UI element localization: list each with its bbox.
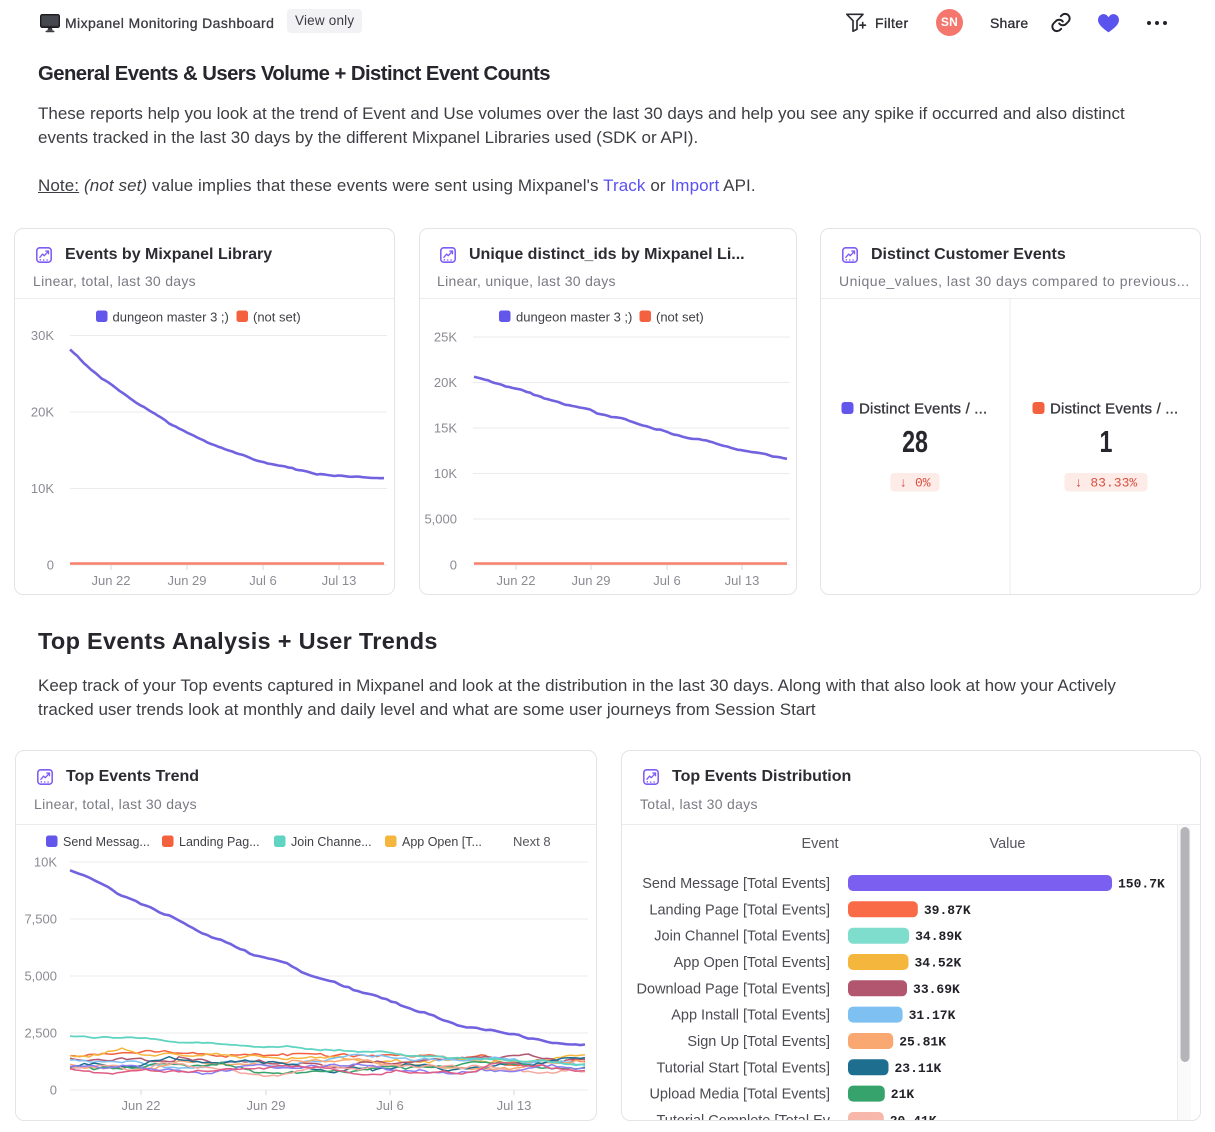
- svg-text:dungeon master 3 ;): dungeon master 3 ;): [516, 310, 632, 325]
- svg-text:Jul 6: Jul 6: [249, 573, 276, 588]
- svg-text:7,500: 7,500: [24, 912, 57, 927]
- svg-text:(not set): (not set): [656, 310, 704, 325]
- svg-text:0: 0: [47, 558, 54, 573]
- svg-text:39.87K: 39.87K: [924, 903, 971, 918]
- svg-text:21K: 21K: [891, 1087, 915, 1102]
- svg-text:Tutorial Complete [Total Ev: Tutorial Complete [Total Ev: [656, 1113, 830, 1129]
- svg-text:(not set): (not set): [253, 310, 301, 325]
- svg-text:31.17K: 31.17K: [909, 1008, 956, 1023]
- svg-text:Landing Page [Total Events]: Landing Page [Total Events]: [649, 902, 830, 918]
- svg-text:↓ 0%: ↓ 0%: [899, 476, 930, 491]
- svg-text:25K: 25K: [434, 330, 457, 345]
- svg-text:App Open [Total Events]: App Open [Total Events]: [674, 955, 830, 971]
- svg-text:Jun 22: Jun 22: [496, 573, 535, 588]
- svg-text:Join Channel [Total Events]: Join Channel [Total Events]: [654, 929, 830, 945]
- svg-text:1: 1: [1100, 424, 1113, 459]
- svg-text:Jul 13: Jul 13: [497, 1098, 532, 1113]
- svg-text:App Install [Total Events]: App Install [Total Events]: [671, 1008, 830, 1024]
- svg-text:App Open [T...: App Open [T...: [402, 835, 482, 849]
- svg-text:Send Message [Total Events]: Send Message [Total Events]: [642, 876, 830, 892]
- svg-text:Send Messag...: Send Messag...: [63, 835, 150, 849]
- svg-text:5,000: 5,000: [24, 969, 57, 984]
- svg-text:34.52K: 34.52K: [914, 955, 961, 970]
- svg-text:Jun 29: Jun 29: [246, 1098, 285, 1113]
- svg-text:Upload Media [Total Events]: Upload Media [Total Events]: [649, 1087, 830, 1103]
- svg-text:10K: 10K: [34, 855, 57, 870]
- svg-text:Jun 22: Jun 22: [121, 1098, 160, 1113]
- svg-text:Event: Event: [801, 836, 838, 852]
- svg-text:Tutorial Start [Total Events]: Tutorial Start [Total Events]: [656, 1060, 830, 1076]
- svg-text:10K: 10K: [31, 481, 54, 496]
- svg-text:Distinct Events / ...: Distinct Events / ...: [859, 401, 987, 418]
- svg-text:↓ 83.33%: ↓ 83.33%: [1075, 476, 1138, 491]
- svg-text:Sign Up [Total Events]: Sign Up [Total Events]: [687, 1034, 830, 1050]
- svg-text:0: 0: [450, 558, 457, 573]
- svg-text:Value: Value: [989, 836, 1025, 852]
- svg-text:20K: 20K: [434, 375, 457, 390]
- svg-text:10K: 10K: [434, 466, 457, 481]
- svg-text:Distinct Events / ...: Distinct Events / ...: [1050, 401, 1178, 418]
- svg-text:23.11K: 23.11K: [894, 1061, 941, 1076]
- svg-text:150.7K: 150.7K: [1118, 877, 1165, 892]
- svg-text:Jun 22: Jun 22: [91, 573, 130, 588]
- svg-text:20.41K: 20.41K: [890, 1113, 937, 1128]
- svg-text:15K: 15K: [434, 421, 457, 436]
- svg-text:0: 0: [50, 1083, 57, 1098]
- svg-text:Jun 29: Jun 29: [571, 573, 610, 588]
- svg-text:Next 8: Next 8: [513, 834, 551, 849]
- svg-text:dungeon master 3 ;): dungeon master 3 ;): [113, 310, 229, 325]
- svg-text:30K: 30K: [31, 328, 54, 343]
- svg-text:34.89K: 34.89K: [915, 929, 962, 944]
- svg-text:Jul 6: Jul 6: [376, 1098, 403, 1113]
- svg-text:Jul 13: Jul 13: [725, 573, 760, 588]
- svg-text:33.69K: 33.69K: [913, 982, 960, 997]
- svg-text:20K: 20K: [31, 405, 54, 420]
- svg-text:Jul 6: Jul 6: [653, 573, 680, 588]
- svg-text:5,000: 5,000: [424, 512, 457, 527]
- svg-text:Jun 29: Jun 29: [167, 573, 206, 588]
- svg-text:28: 28: [902, 424, 928, 459]
- svg-text:Join Channe...: Join Channe...: [291, 835, 372, 849]
- svg-text:Landing Pag...: Landing Pag...: [179, 835, 260, 849]
- svg-text:Download Page [Total Events]: Download Page [Total Events]: [637, 981, 830, 997]
- svg-text:25.81K: 25.81K: [899, 1034, 946, 1049]
- svg-text:2,500: 2,500: [24, 1026, 57, 1041]
- svg-text:Jul 13: Jul 13: [322, 573, 357, 588]
